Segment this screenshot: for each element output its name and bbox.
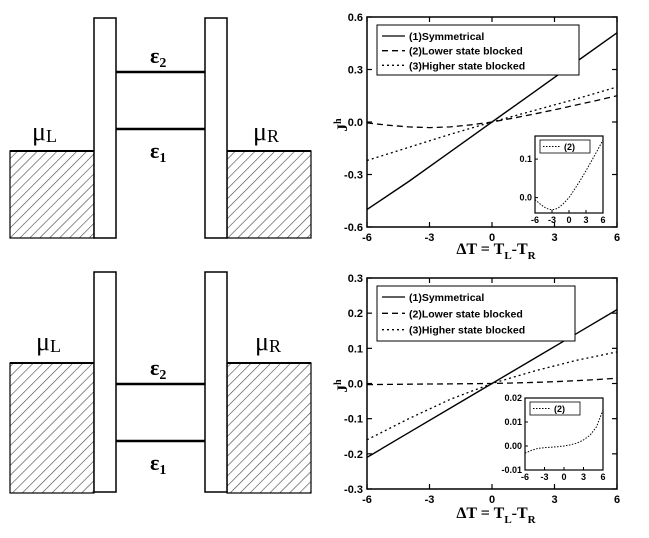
right-barrier — [204, 17, 228, 239]
inset-x-tick-label: -3 — [548, 215, 556, 225]
inset-legend-box — [539, 139, 591, 154]
x-tick-label: -3 — [425, 232, 435, 244]
lower-level-label: ε1 — [150, 450, 166, 478]
x-axis-label: ΔT = TL-TR — [456, 505, 536, 526]
inset-y-tick-label: 0.0 — [519, 193, 532, 203]
y-tick-label: 0.1 — [348, 343, 363, 355]
right-barrier — [204, 271, 228, 493]
legend-box — [376, 24, 580, 76]
y-tick-label: 0.3 — [348, 65, 363, 77]
inset-legend-box — [529, 401, 581, 416]
inset-y-tick-label: 0.02 — [504, 393, 522, 403]
y-tick-label: -0.2 — [344, 449, 363, 461]
inset-legend-label: (2) — [554, 404, 565, 414]
upper-level-label: ε2 — [150, 43, 166, 71]
series-line — [366, 86, 618, 162]
mu-right-label: μR — [255, 327, 281, 356]
upper-level-label: ε2 — [150, 355, 166, 383]
y-tick-label: -0.1 — [344, 414, 363, 426]
y-tick-label: 0.0 — [348, 379, 363, 391]
inset-x-tick-label: 6 — [600, 472, 605, 482]
inset-x-tick-label: 0 — [566, 215, 571, 225]
x-tick-label: 6 — [614, 494, 620, 506]
x-tick-label: 0 — [489, 494, 495, 506]
mu-right-label: μR — [253, 117, 279, 146]
series-line — [366, 351, 618, 441]
x-tick-label: 6 — [614, 232, 620, 244]
inset-x-tick-label: 3 — [583, 215, 588, 225]
inset-series-line — [524, 409, 604, 454]
x-tick-label: 3 — [551, 232, 557, 244]
inset-y-tick-label: -0.01 — [501, 465, 522, 475]
inset-x-tick-label: -3 — [540, 472, 548, 482]
inset-y-tick-label: 0.00 — [504, 441, 522, 451]
legend-label: (1)Symmetrical — [409, 31, 484, 43]
series-line — [366, 377, 618, 386]
y-tick-label: -0.3 — [344, 484, 363, 496]
y-tick-label: -0.3 — [344, 170, 363, 182]
left-lead-reservoir — [9, 362, 95, 494]
left-barrier — [93, 17, 117, 239]
x-tick-label: -3 — [425, 494, 435, 506]
inset-x-tick-label: -6 — [531, 215, 539, 225]
inset-legend-label: (2) — [564, 142, 575, 152]
legend-label: (3)Higher state blocked — [409, 325, 525, 337]
y-tick-label: 0.6 — [348, 12, 363, 24]
inset-x-tick-label: 0 — [561, 472, 566, 482]
right-lead-reservoir — [226, 150, 312, 239]
legend-box — [376, 285, 576, 342]
y-axis-label: Jh — [333, 118, 351, 132]
x-tick-label: -6 — [362, 232, 372, 244]
x-axis-label: ΔT = TL-TR — [456, 241, 536, 262]
inset-series-line — [534, 139, 604, 211]
y-tick-label: -0.6 — [344, 222, 363, 234]
legend-label: (2)Lower state blocked — [409, 46, 523, 58]
chart-top: -6 -3 0 3 6-0.6-0.30.00.30.6ΔT = TL-TRJh(1)S… — [333, 12, 620, 262]
mu-left-label: μL — [36, 327, 61, 356]
legend-label: (1)Symmetrical — [409, 292, 484, 304]
y-tick-label: 0.2 — [348, 308, 363, 320]
energy-diagram-top: ε2 ε1 μL μR — [9, 17, 312, 239]
energy-diagram-bottom: ε2 ε1 μL μR — [9, 271, 312, 494]
left-barrier — [93, 271, 117, 493]
x-tick-label: 3 — [551, 494, 557, 506]
y-axis-label: Jh — [333, 379, 351, 393]
inset-y-tick-label: 0.1 — [519, 154, 532, 164]
right-lead-reservoir — [226, 362, 312, 494]
x-tick-label: 0 — [489, 232, 495, 244]
inset-y-tick-label: 0.01 — [504, 417, 522, 427]
chart-bottom: -6 -3 0 3 6 -0.3 -0.2 -0.1 0.0 0.1 0.2 0.3 ΔT = TL-T… — [333, 273, 620, 526]
inset-x-tick-label: 3 — [581, 472, 586, 482]
x-tick-label: -6 — [362, 494, 372, 506]
legend-label: (2)Lower state blocked — [409, 308, 523, 320]
inset-x-tick-label: -6 — [521, 472, 529, 482]
legend-label: (3)Higher state blocked — [409, 60, 525, 72]
y-tick-label: 0.0 — [348, 117, 363, 129]
left-lead-reservoir — [9, 150, 95, 239]
mu-left-label: μL — [32, 117, 57, 146]
y-tick-label: 0.3 — [348, 273, 363, 285]
inset-x-tick-label: 6 — [600, 215, 605, 225]
lower-level-label: ε1 — [150, 138, 166, 166]
